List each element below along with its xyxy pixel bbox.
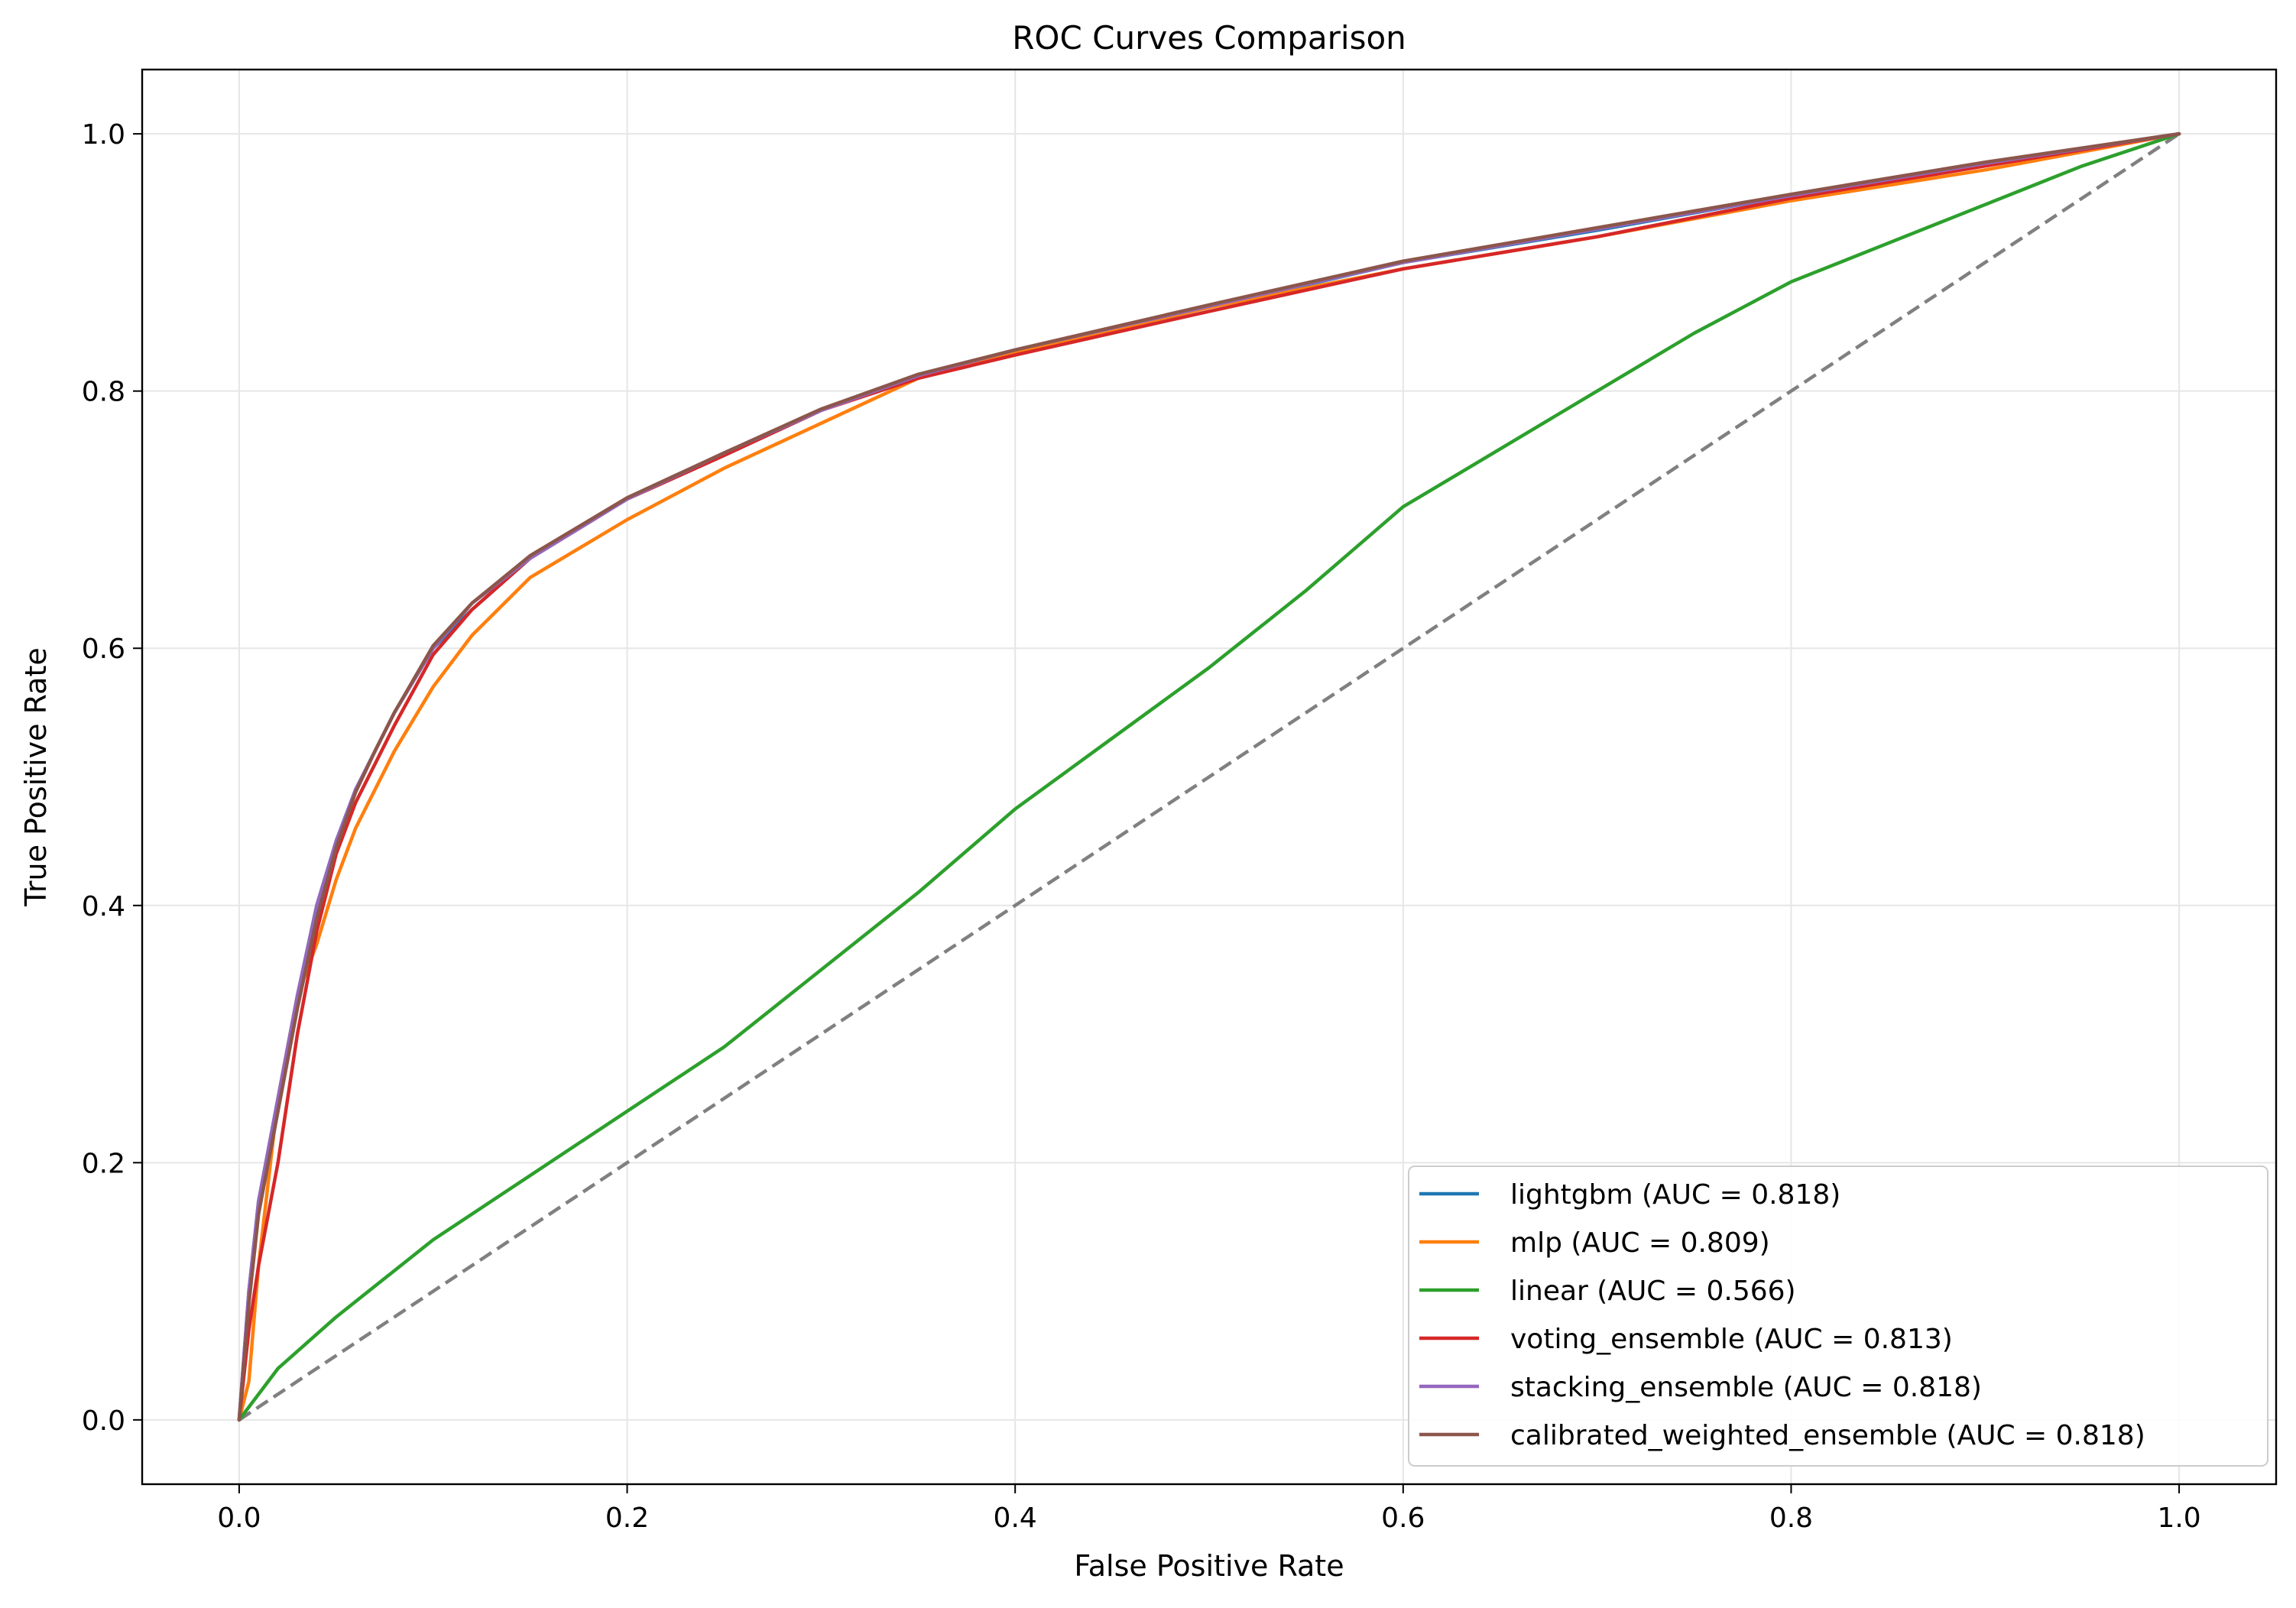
legend: lightgbm (AUC = 0.818) mlp (AUC = 0.809) l… <box>1408 1165 2268 1467</box>
y-tick-label: 0.2 <box>82 1148 125 1179</box>
grid <box>142 70 2276 1484</box>
x-tick-label: 0.0 <box>217 1503 261 1534</box>
y-axis-label: True Positive Rate <box>19 647 53 907</box>
legend-entry: mlp (AUC = 0.809) <box>1510 1227 1770 1259</box>
y-axis-ticks: 0.0 0.2 0.4 0.6 0.8 1.0 <box>82 119 142 1437</box>
legend-entry: calibrated_weighted_ensemble (AUC = 0.81… <box>1510 1420 2145 1451</box>
axes-frame <box>141 68 2278 1486</box>
y-tick-label: 0.0 <box>82 1405 125 1437</box>
x-tick-label: 0.6 <box>1381 1503 1425 1534</box>
series-line-2 <box>237 131 2181 1422</box>
series-line-5 <box>237 131 2181 1422</box>
legend-entry: stacking_ensemble (AUC = 0.818) <box>1510 1372 1982 1403</box>
series-layer <box>237 131 2181 1422</box>
x-tick-label: 0.8 <box>1769 1503 1813 1534</box>
y-tick-label: 0.6 <box>82 634 125 665</box>
reference-diagonal-line <box>238 132 2181 1422</box>
reference-line-layer <box>238 132 2181 1422</box>
legend-box <box>1408 1165 2268 1467</box>
x-tick-label: 1.0 <box>2157 1503 2200 1534</box>
x-tick-label: 0.2 <box>605 1503 649 1534</box>
y-tick-label: 1.0 <box>82 119 125 151</box>
chart-title: ROC Curves Comparison <box>1012 19 1406 57</box>
series-line-3 <box>237 131 2181 1422</box>
legend-entry: lightgbm (AUC = 0.818) <box>1510 1179 1840 1211</box>
legend-entry: linear (AUC = 0.566) <box>1510 1276 1796 1307</box>
y-tick-label: 0.4 <box>82 891 125 922</box>
legend-entry: voting_ensemble (AUC = 0.813) <box>1510 1324 1953 1355</box>
y-tick-label: 0.8 <box>82 377 125 408</box>
x-tick-label: 0.4 <box>994 1503 1037 1534</box>
x-axis-ticks: 0.0 0.2 0.4 0.6 0.8 1.0 <box>217 1484 2201 1534</box>
x-axis-label: False Positive Rate <box>1074 1549 1344 1583</box>
